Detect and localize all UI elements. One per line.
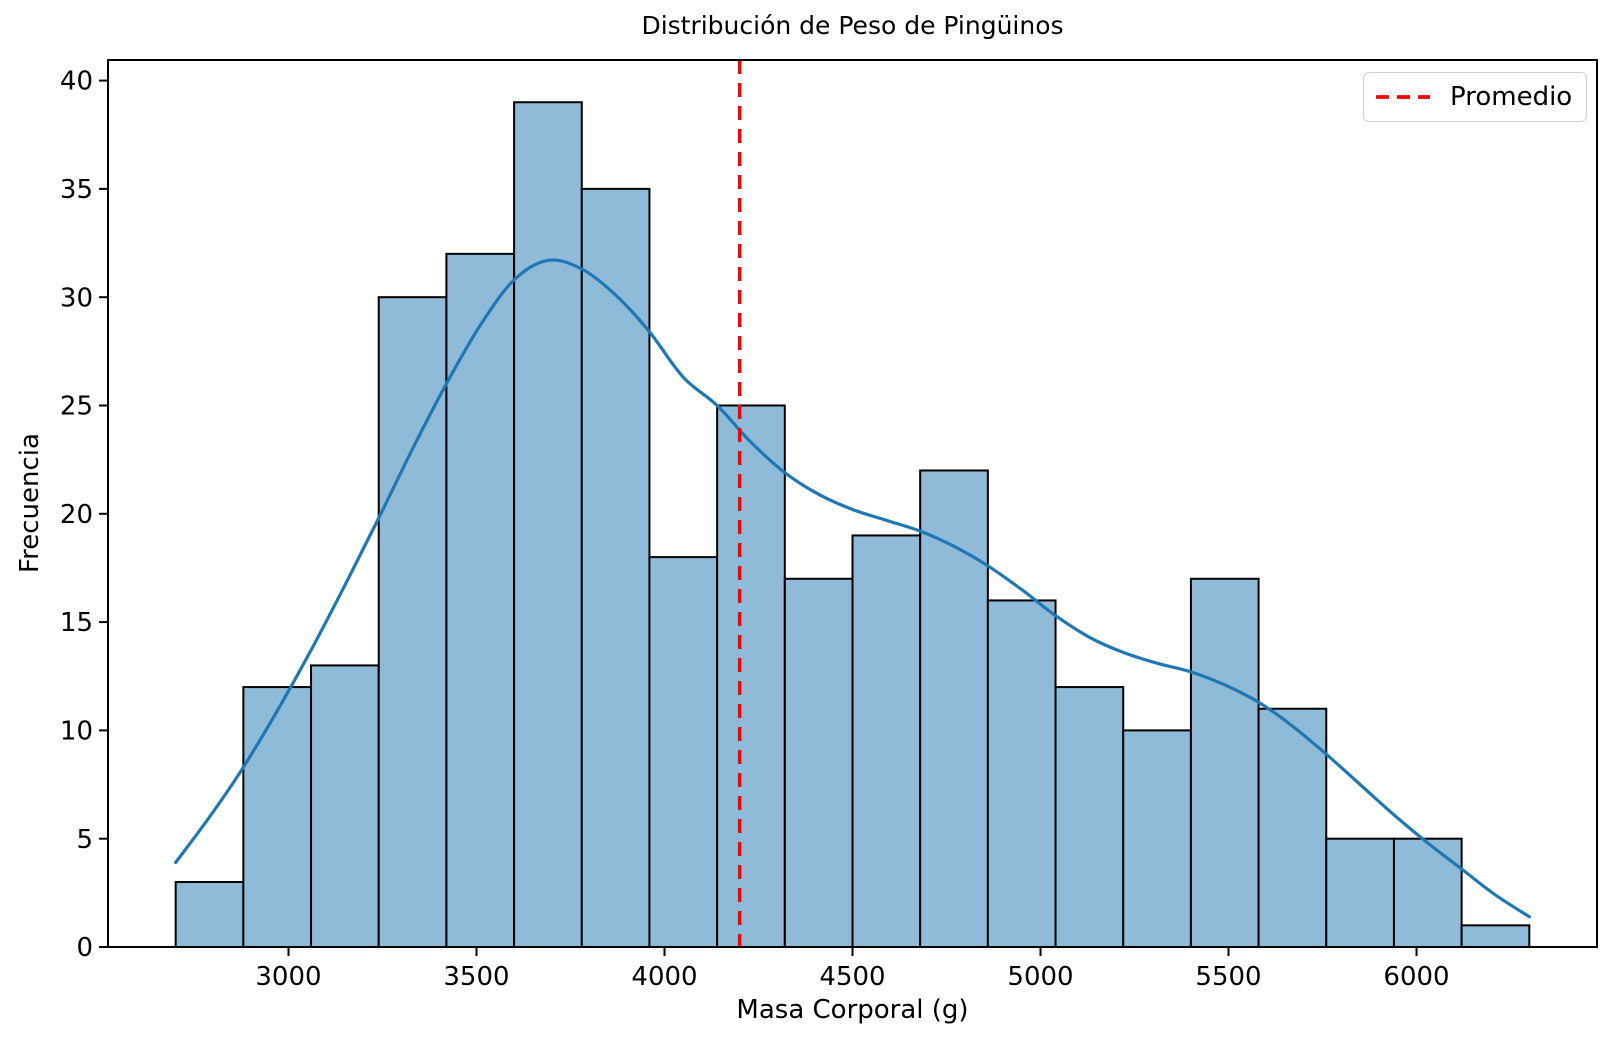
y-tick-label: 40	[60, 67, 93, 97]
histogram-bar	[1460, 924, 1531, 949]
legend: Promedio	[1363, 72, 1587, 122]
histogram-bar	[513, 101, 583, 949]
histogram-bar	[1189, 577, 1260, 949]
x-tick-label: 4500	[819, 962, 885, 992]
y-tick-label: 5	[76, 825, 93, 855]
histogram-bar	[783, 577, 854, 949]
histogram-bar	[377, 296, 448, 948]
x-tick-label: 5500	[1195, 962, 1261, 992]
kde-curve	[174, 258, 1531, 919]
histogram-bar	[851, 534, 922, 948]
histogram-bar	[716, 404, 786, 948]
y-tick-label: 25	[60, 392, 93, 422]
y-tick-label: 0	[76, 933, 93, 963]
plot-area: 3000 3500 4000 4500 5000 5500 6000 0 5 10 15 20 25 30…	[60, 59, 1598, 992]
histogram-bar	[1392, 837, 1463, 949]
histogram-bar	[1257, 707, 1328, 948]
x-tick-label: 3000	[255, 962, 321, 992]
histogram-bar	[919, 469, 989, 948]
x-tick-label: 4000	[631, 962, 697, 992]
y-tick-label: 10	[60, 716, 93, 746]
legend-label: Promedio	[1450, 82, 1573, 112]
histogram-bar	[1054, 686, 1125, 948]
y-tick-label: 20	[60, 500, 93, 530]
histogram-bar	[242, 686, 313, 948]
histogram-bar	[1122, 729, 1192, 949]
histogram-bar	[580, 187, 651, 948]
y-axis-label: Frecuencia	[15, 433, 45, 573]
chart-title: Distribución de Peso de Pingüinos	[641, 11, 1064, 40]
y-tick-label: 30	[60, 283, 93, 313]
histogram-bar	[648, 556, 719, 948]
x-axis-label: Masa Corporal (g)	[736, 995, 969, 1025]
y-tick-label: 15	[60, 608, 93, 638]
y-tick-label: 35	[60, 175, 93, 205]
x-tick-label: 6000	[1383, 962, 1449, 992]
histogram-bar	[445, 252, 516, 949]
histogram-bar	[174, 881, 245, 949]
x-tick-label: 3500	[443, 962, 509, 992]
histogram-bar	[1325, 837, 1395, 949]
histogram-bar	[986, 599, 1057, 948]
legend-dashed-line-icon	[1376, 95, 1430, 99]
plot-svg: 3000 3500 4000 4500 5000 5500 6000 0 5 10 15 20 25 30…	[60, 59, 1598, 992]
x-tick-label: 5000	[1007, 962, 1073, 992]
histogram-bar	[310, 664, 380, 948]
